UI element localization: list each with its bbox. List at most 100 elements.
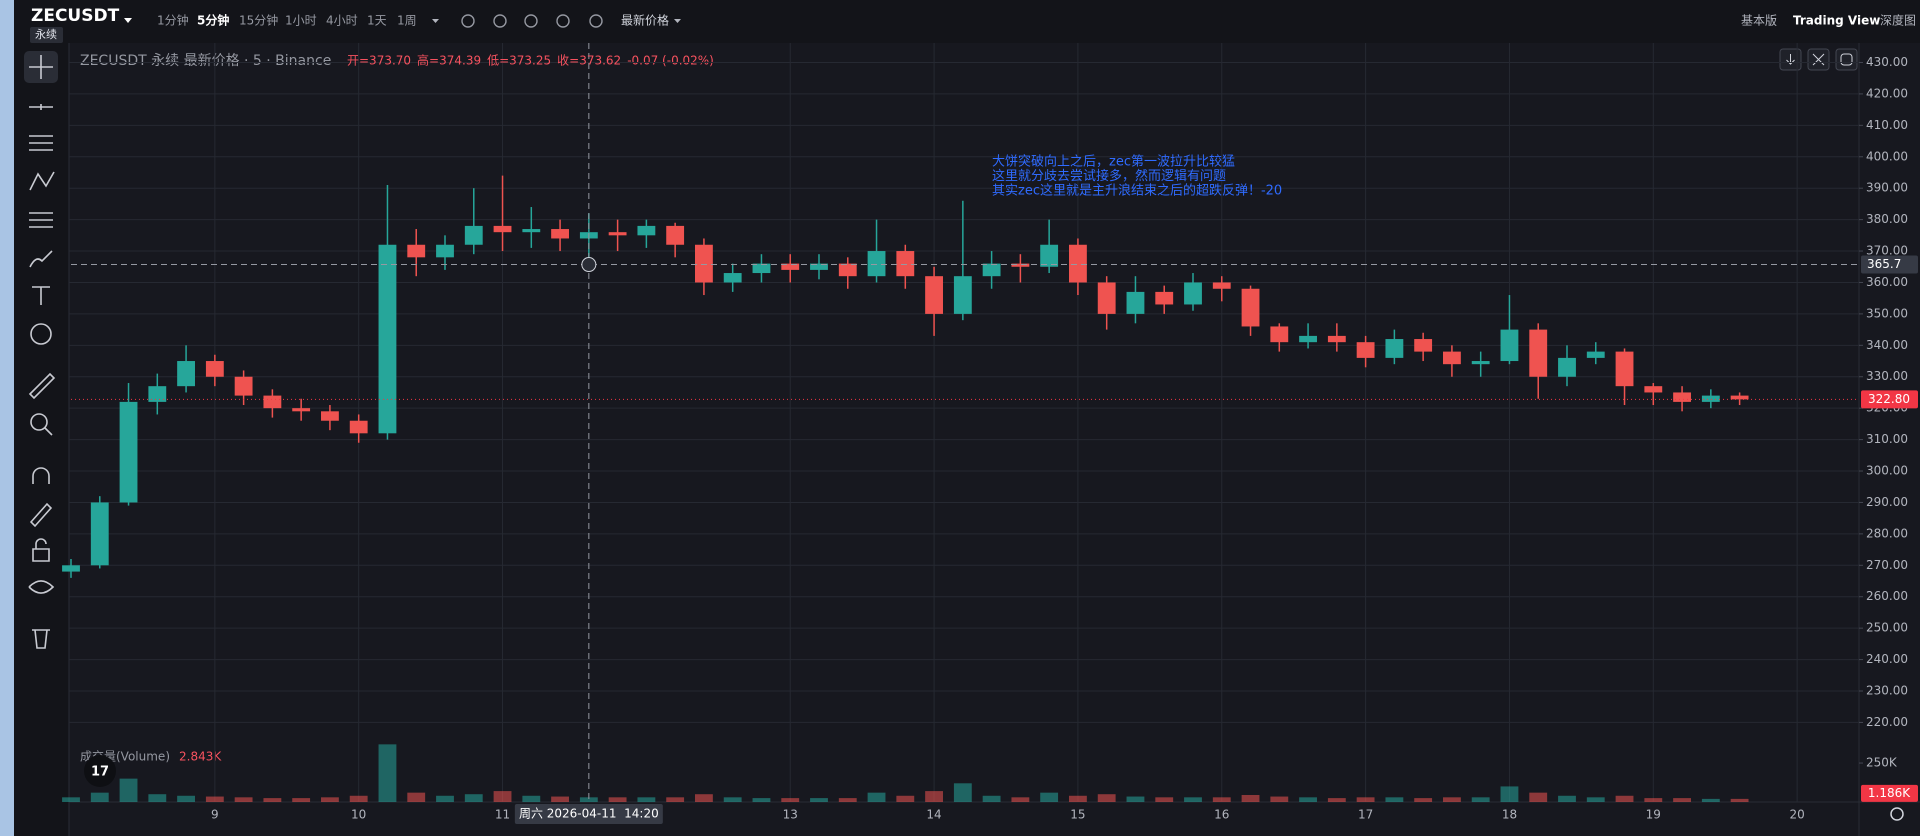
toolbar-icon[interactable] bbox=[461, 14, 475, 28]
volume-bar bbox=[953, 783, 972, 802]
tool-icon[interactable] bbox=[29, 171, 55, 191]
candle-body bbox=[781, 263, 800, 270]
interval[interactable]: 15分钟 bbox=[239, 13, 278, 28]
y-tick-label: 390.00 bbox=[1866, 181, 1908, 195]
interval[interactable]: 5分钟 bbox=[197, 13, 229, 28]
interval[interactable]: 1小时 bbox=[285, 14, 317, 28]
candle-body bbox=[1471, 361, 1490, 365]
candle-body bbox=[1356, 342, 1375, 358]
volume-bar bbox=[464, 794, 483, 802]
y-tick-label: 230.00 bbox=[1866, 684, 1908, 698]
candle-body bbox=[1327, 335, 1346, 343]
x-tick-label: 9 bbox=[211, 808, 219, 822]
volume-bar bbox=[292, 798, 311, 802]
volume-bar bbox=[1241, 794, 1260, 802]
price-type[interactable]: 最新价格 bbox=[621, 13, 669, 28]
volume-bar bbox=[1011, 797, 1030, 802]
candle-body bbox=[1500, 329, 1519, 362]
tool-icon[interactable] bbox=[28, 580, 55, 594]
tool-icon[interactable] bbox=[30, 323, 52, 345]
y-tick-label: 290.00 bbox=[1866, 495, 1908, 509]
symbol[interactable]: ZECUSDT bbox=[31, 6, 120, 26]
volume-bar bbox=[637, 797, 656, 802]
tv-logo bbox=[84, 755, 116, 787]
tool-icon[interactable] bbox=[29, 502, 53, 528]
tool-icon[interactable] bbox=[29, 250, 53, 268]
candle-body bbox=[752, 263, 771, 274]
candle-body bbox=[1126, 291, 1145, 314]
candle-body bbox=[205, 361, 224, 377]
volume-bar bbox=[551, 796, 569, 802]
candle-body bbox=[1615, 351, 1634, 387]
tool-icon[interactable] bbox=[29, 55, 53, 79]
last-price-label: 322.80 bbox=[1868, 392, 1910, 406]
volume-bar bbox=[1500, 786, 1519, 802]
icon bbox=[1812, 53, 1825, 66]
top-bar bbox=[0, 0, 1920, 43]
crosshair-plus[interactable] bbox=[581, 257, 597, 273]
candle-body bbox=[1586, 351, 1605, 358]
legend-change: -0.07 (-0.02%) bbox=[627, 54, 714, 68]
y-tick-label: 270.00 bbox=[1866, 558, 1908, 572]
crosshair-y-box bbox=[1861, 255, 1918, 274]
last-price-box bbox=[1861, 390, 1918, 409]
candle-body bbox=[925, 276, 943, 314]
edge-strip bbox=[0, 0, 14, 836]
tool-icon[interactable] bbox=[32, 286, 50, 305]
tool-icon[interactable] bbox=[32, 629, 50, 649]
crosshair-x-label: 周六 2026-04-11 14:20 bbox=[519, 807, 659, 821]
y-tick-label: 330.00 bbox=[1866, 369, 1908, 383]
interval[interactable]: 4小时 bbox=[326, 14, 358, 28]
volume-bar bbox=[436, 795, 454, 802]
icon bbox=[1840, 53, 1853, 66]
tool-icon[interactable] bbox=[29, 135, 53, 151]
interval-dropdown[interactable] bbox=[432, 19, 439, 23]
volume-bar bbox=[896, 795, 915, 802]
candle-body bbox=[838, 263, 857, 277]
toolbar-icon[interactable] bbox=[556, 14, 570, 28]
interval[interactable]: 1周 bbox=[397, 14, 417, 28]
y-tick-label: 400.00 bbox=[1866, 149, 1908, 163]
candle-body bbox=[608, 232, 627, 236]
top-right-link[interactable]: 基本版 bbox=[1741, 14, 1777, 28]
volume-bar bbox=[1529, 792, 1548, 802]
candle-body bbox=[1442, 351, 1461, 365]
contract-badge bbox=[30, 27, 63, 43]
settings-icon[interactable] bbox=[1890, 807, 1904, 821]
symbol-dropdown[interactable] bbox=[124, 18, 132, 23]
tool-icon[interactable] bbox=[28, 372, 56, 400]
interval[interactable]: 1天 bbox=[367, 14, 387, 28]
volume-last-label: 1.186K bbox=[1868, 786, 1911, 800]
button[interactable] bbox=[1835, 48, 1858, 71]
tool-icon[interactable] bbox=[29, 104, 53, 110]
volume-bar bbox=[1126, 796, 1145, 802]
toolbar-icon[interactable] bbox=[493, 14, 507, 28]
volume-bar bbox=[1442, 797, 1461, 802]
price-type-dropdown[interactable] bbox=[674, 19, 681, 23]
volume-bar bbox=[177, 795, 195, 802]
candle-body bbox=[1184, 282, 1202, 305]
candle-body bbox=[464, 225, 483, 245]
x-tick-label: 20 bbox=[1790, 808, 1805, 822]
candle-body bbox=[1673, 392, 1691, 402]
tool-icon[interactable] bbox=[32, 538, 50, 562]
toolbar-icon[interactable] bbox=[589, 14, 603, 28]
x-tick-label: 15 bbox=[1070, 808, 1085, 822]
candle-body bbox=[551, 229, 569, 239]
tool-icon[interactable] bbox=[30, 413, 53, 436]
annotation: 其实zec这里就是主升浪结束之后的超跌反弹！-20 bbox=[992, 183, 1282, 199]
top-right-link[interactable]: 深度图 bbox=[1880, 13, 1916, 28]
tool-icon[interactable] bbox=[32, 467, 50, 484]
tool-icon[interactable] bbox=[29, 212, 53, 228]
candle-body bbox=[695, 244, 713, 283]
volume-bar bbox=[378, 744, 397, 802]
y-tick-label: 250K bbox=[1866, 756, 1898, 770]
toolbar-icon[interactable] bbox=[524, 14, 538, 28]
volume-bar bbox=[263, 798, 282, 802]
volume-bar bbox=[1069, 795, 1087, 802]
candle-body bbox=[1558, 357, 1576, 377]
volume-bar bbox=[1558, 795, 1576, 802]
interval[interactable]: 1分钟 bbox=[157, 13, 189, 28]
top-right-link[interactable]: Trading View bbox=[1793, 14, 1880, 28]
